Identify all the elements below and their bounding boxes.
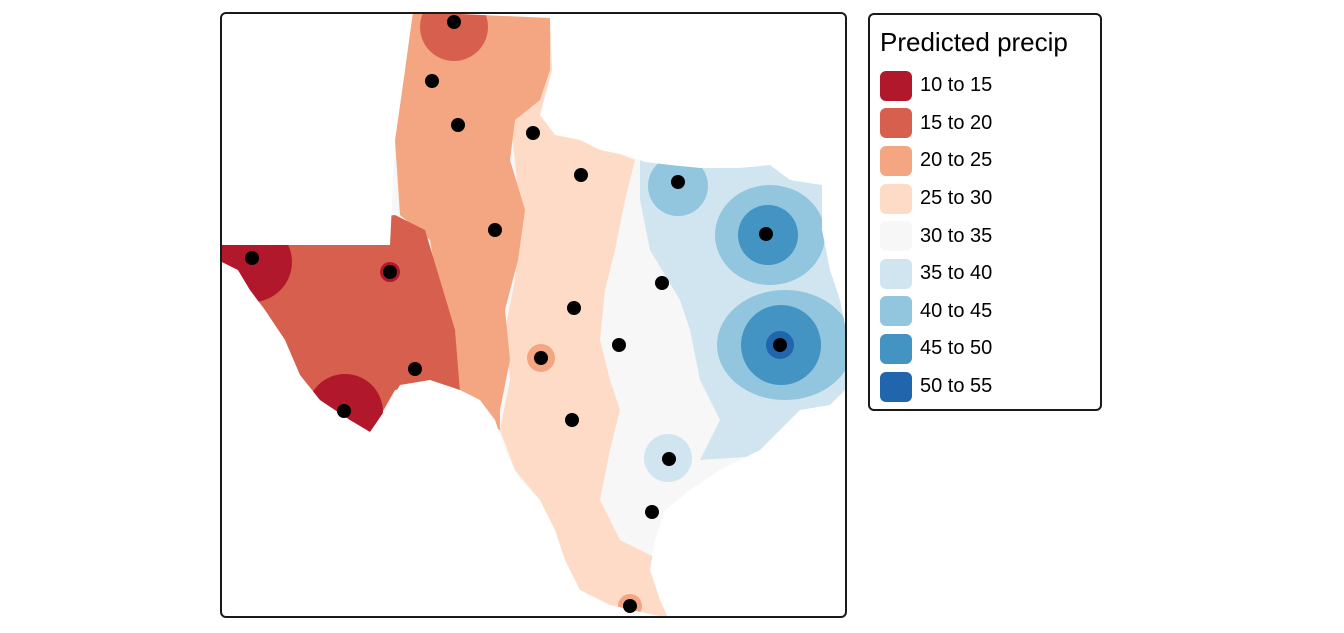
legend-swatch (880, 221, 912, 252)
station-point (534, 351, 548, 365)
station-point (451, 118, 465, 132)
map-panel (220, 12, 847, 618)
legend-label: 20 to 25 (920, 149, 993, 172)
legend-swatch (880, 70, 912, 101)
station-point (662, 452, 676, 466)
station-point (612, 338, 626, 352)
zone-20-25 (395, 14, 550, 430)
station-point (408, 362, 422, 376)
zone-25-30 (500, 18, 668, 616)
legend-swatch (880, 296, 912, 327)
precip-map-svg (222, 14, 845, 616)
legend-item: 35 to 40 (880, 255, 992, 293)
legend-item: 45 to 50 (880, 330, 992, 368)
station-point (425, 74, 439, 88)
legend-item: 20 to 25 (880, 142, 992, 180)
station-point (759, 227, 773, 241)
station-point (526, 126, 540, 140)
station-point (447, 15, 461, 29)
legend-item: 50 to 55 (880, 368, 992, 406)
station-point (565, 413, 579, 427)
station-point (623, 599, 637, 613)
legend-item: 25 to 30 (880, 180, 992, 218)
station-points (245, 15, 787, 613)
station-point (671, 175, 685, 189)
legend-label: 30 to 35 (920, 224, 993, 247)
legend-swatch (880, 333, 912, 364)
legend: Predicted precip 10 to 15 15 to 20 20 to… (868, 13, 1102, 411)
legend-label: 25 to 30 (920, 187, 993, 210)
station-point (245, 251, 259, 265)
station-point (383, 265, 397, 279)
legend-item: 30 to 35 (880, 217, 992, 255)
legend-item: 10 to 15 (880, 67, 992, 105)
legend-swatch (880, 145, 912, 176)
legend-label: 35 to 40 (920, 262, 993, 285)
legend-label: 45 to 50 (920, 337, 993, 360)
station-point (574, 168, 588, 182)
legend-swatch (880, 258, 912, 289)
station-point (337, 404, 351, 418)
legend-label: 10 to 15 (920, 74, 993, 97)
legend-item: 15 to 20 (880, 105, 992, 143)
legend-items: 10 to 15 15 to 20 20 to 25 25 to 30 30 t… (880, 67, 992, 405)
station-point (645, 505, 659, 519)
legend-swatch (880, 371, 912, 402)
legend-label: 50 to 55 (920, 375, 993, 398)
station-point (567, 301, 581, 315)
legend-swatch (880, 183, 912, 214)
legend-item: 40 to 45 (880, 293, 992, 331)
legend-label: 15 to 20 (920, 111, 993, 134)
legend-label: 40 to 45 (920, 299, 993, 322)
station-point (773, 338, 787, 352)
legend-title: Predicted precip (880, 27, 1068, 57)
station-point (488, 223, 502, 237)
legend-swatch (880, 108, 912, 139)
station-point (655, 276, 669, 290)
interpolated-surface (222, 14, 845, 616)
